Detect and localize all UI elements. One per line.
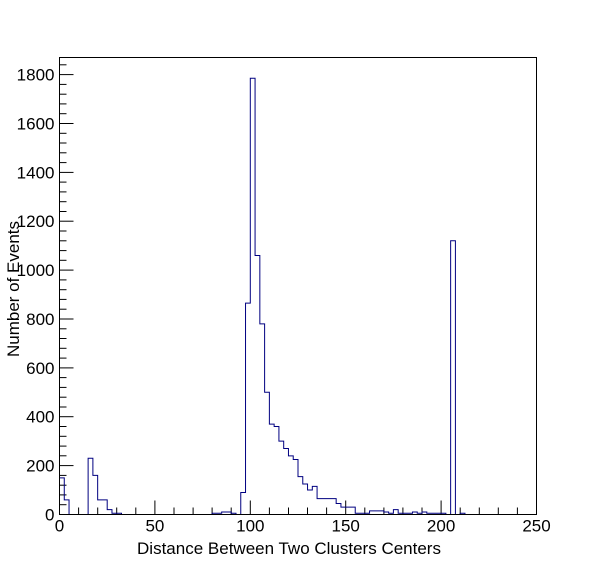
y-tick-label: 800 [26,310,54,329]
x-tick-label: 200 [427,517,455,536]
y-tick-label: 600 [26,359,54,378]
x-axis-ticks [59,500,537,515]
x-axis-tick-labels: 0 50 100 150 200 250 [55,517,551,536]
y-axis-title: Number of Events [4,221,23,357]
y-tick-label: 1400 [17,163,55,182]
y-tick-label: 1800 [17,66,55,85]
x-tick-label: 0 [55,517,64,536]
y-tick-label: 200 [26,457,54,476]
y-axis-ticks [59,64,74,515]
y-tick-label: 1200 [17,212,55,231]
x-axis-title: Distance Between Two Clusters Centers [137,539,441,558]
y-tick-label: 1600 [17,114,55,133]
x-tick-label: 100 [236,517,264,536]
x-tick-label: 50 [145,517,164,536]
y-axis-tick-labels: 0 200 400 600 800 1000 1200 1400 1600 1800 [17,66,55,525]
histogram-series-line [59,77,537,515]
y-tick-label: 1000 [17,261,55,280]
y-tick-label: 0 [45,506,54,525]
y-tick-label: 400 [26,408,54,427]
x-tick-label: 250 [522,517,550,536]
x-tick-label: 150 [332,517,360,536]
plot-frame [59,57,537,515]
